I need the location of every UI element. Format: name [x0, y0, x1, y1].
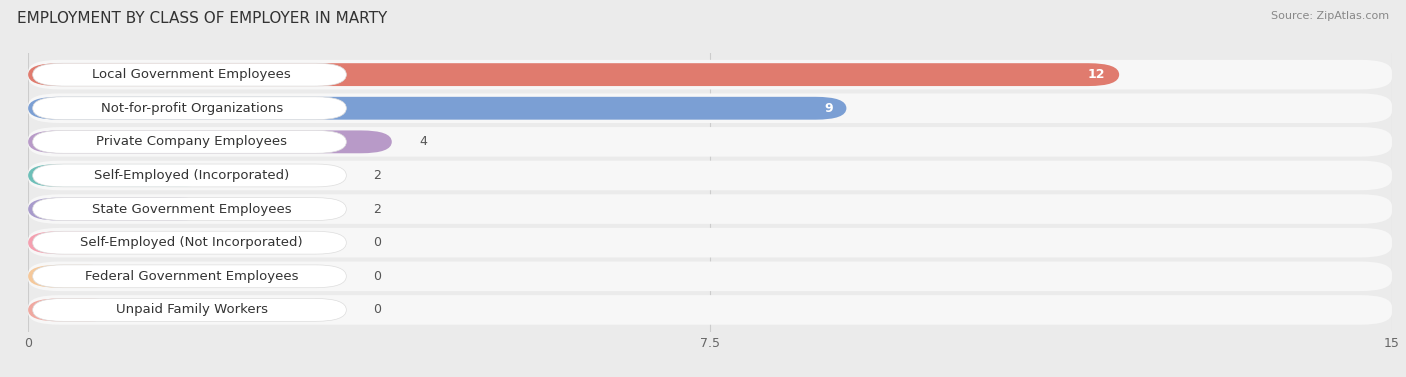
FancyBboxPatch shape	[28, 130, 392, 153]
FancyBboxPatch shape	[32, 164, 346, 187]
Text: 9: 9	[824, 102, 832, 115]
Text: EMPLOYMENT BY CLASS OF EMPLOYER IN MARTY: EMPLOYMENT BY CLASS OF EMPLOYER IN MARTY	[17, 11, 387, 26]
FancyBboxPatch shape	[28, 295, 1392, 325]
FancyBboxPatch shape	[32, 198, 346, 221]
FancyBboxPatch shape	[32, 299, 346, 321]
FancyBboxPatch shape	[28, 161, 1392, 190]
Text: Local Government Employees: Local Government Employees	[93, 68, 291, 81]
Text: Source: ZipAtlas.com: Source: ZipAtlas.com	[1271, 11, 1389, 21]
Text: State Government Employees: State Government Employees	[91, 202, 291, 216]
Text: 4: 4	[419, 135, 427, 149]
Text: 0: 0	[374, 270, 381, 283]
FancyBboxPatch shape	[28, 194, 1392, 224]
FancyBboxPatch shape	[32, 97, 346, 120]
Text: Unpaid Family Workers: Unpaid Family Workers	[115, 303, 267, 316]
FancyBboxPatch shape	[32, 63, 346, 86]
FancyBboxPatch shape	[32, 130, 346, 153]
Text: 2: 2	[374, 202, 381, 216]
FancyBboxPatch shape	[28, 228, 1392, 257]
FancyBboxPatch shape	[28, 93, 1392, 123]
FancyBboxPatch shape	[32, 231, 346, 254]
FancyBboxPatch shape	[28, 164, 209, 187]
Text: Private Company Employees: Private Company Employees	[96, 135, 287, 149]
FancyBboxPatch shape	[28, 63, 1119, 86]
Text: Self-Employed (Incorporated): Self-Employed (Incorporated)	[94, 169, 290, 182]
FancyBboxPatch shape	[28, 127, 1392, 156]
FancyBboxPatch shape	[28, 198, 209, 221]
Text: Not-for-profit Organizations: Not-for-profit Organizations	[101, 102, 283, 115]
Text: Self-Employed (Not Incorporated): Self-Employed (Not Incorporated)	[80, 236, 304, 249]
Text: 2: 2	[374, 169, 381, 182]
FancyBboxPatch shape	[28, 262, 1392, 291]
Text: 0: 0	[374, 303, 381, 316]
Text: Federal Government Employees: Federal Government Employees	[84, 270, 298, 283]
FancyBboxPatch shape	[28, 60, 1392, 89]
FancyBboxPatch shape	[28, 265, 120, 288]
FancyBboxPatch shape	[28, 231, 120, 254]
FancyBboxPatch shape	[28, 299, 120, 321]
Text: 0: 0	[374, 236, 381, 249]
FancyBboxPatch shape	[28, 97, 846, 120]
FancyBboxPatch shape	[32, 265, 346, 288]
Text: 12: 12	[1088, 68, 1105, 81]
